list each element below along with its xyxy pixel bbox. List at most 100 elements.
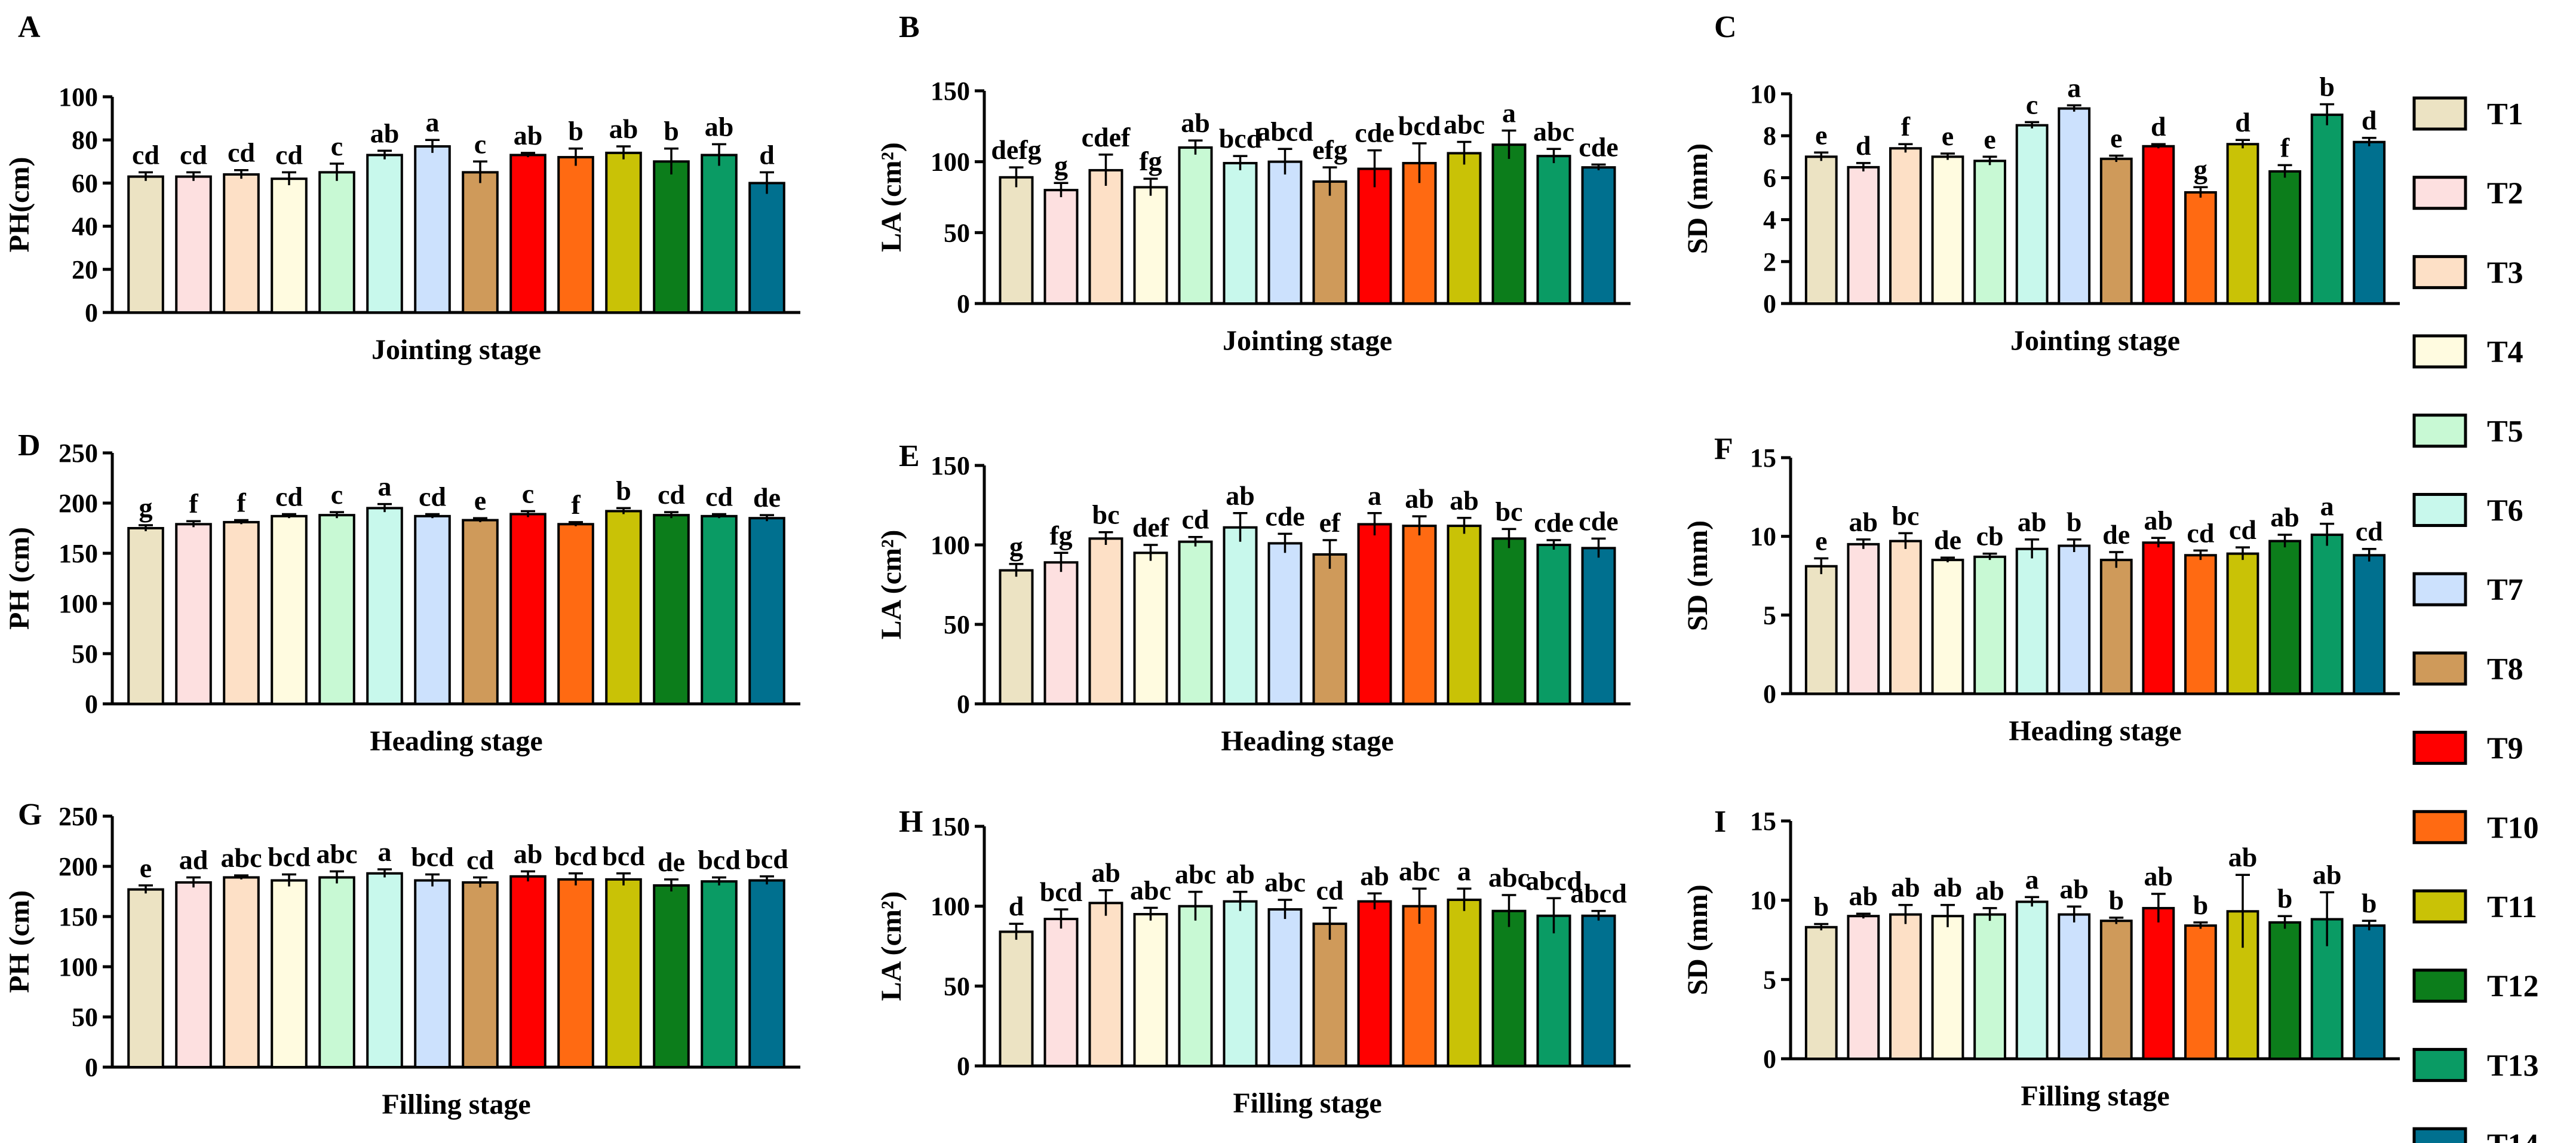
significance-letter: bcd xyxy=(1219,123,1262,154)
legend: T1 T2 T3 T4 T5 T6 T7 T8 T9 T10 T11 T12 T13 T14 xyxy=(2412,96,2539,1143)
significance-letter: ab xyxy=(2228,842,2258,872)
bar-t11 xyxy=(605,151,642,314)
bar-t8 xyxy=(2099,920,2133,1061)
bar-t8 xyxy=(2099,559,2133,695)
legend-item-t10: T10 xyxy=(2412,810,2539,845)
bar-t6 xyxy=(2015,124,2049,305)
significance-letter: e xyxy=(2110,123,2122,154)
significance-letter: abc xyxy=(221,842,262,873)
significance-letter: c xyxy=(474,128,486,159)
significance-letter: cd xyxy=(228,137,255,168)
significance-letter: d xyxy=(1009,891,1024,921)
x-axis-title: Heading stage xyxy=(2009,715,2181,747)
bar-t13 xyxy=(701,880,738,1068)
significance-letter: ab xyxy=(705,111,734,142)
legend-item-t13: T13 xyxy=(2412,1047,2539,1083)
bar-t5 xyxy=(1973,160,2006,305)
bar-t13 xyxy=(701,514,738,706)
y-tick-label: 0 xyxy=(1763,289,1776,318)
significance-letter: b xyxy=(568,116,584,146)
significance-letter: cd xyxy=(466,844,494,875)
y-tick-label: 8 xyxy=(1763,121,1776,151)
bar-t6 xyxy=(366,507,403,706)
legend-item-t4: T4 xyxy=(2412,334,2523,369)
significance-letter: d xyxy=(2235,107,2250,137)
y-axis-title: SD (mm) xyxy=(1682,884,1714,995)
bar-t7 xyxy=(2058,544,2091,695)
bar-t1 xyxy=(1804,926,1838,1060)
significance-letter: cde xyxy=(1579,131,1618,162)
bar-t11 xyxy=(605,510,642,705)
bar-t7 xyxy=(414,879,451,1069)
significance-letter: ab xyxy=(370,118,400,148)
legend-label: T12 xyxy=(2487,970,2539,1004)
legend-swatch xyxy=(2412,334,2467,369)
bar-t2 xyxy=(1043,561,1079,706)
legend-swatch xyxy=(2412,651,2467,686)
bar-t14 xyxy=(2353,554,2386,695)
significance-letter: a xyxy=(2320,491,2334,522)
y-tick-label: 20 xyxy=(72,255,98,284)
legend-label: T9 xyxy=(2487,732,2523,766)
bar-t9 xyxy=(1357,167,1392,305)
bar-t11 xyxy=(605,878,642,1068)
bar-t4 xyxy=(1133,913,1168,1067)
legend-item-t8: T8 xyxy=(2412,651,2523,687)
significance-letter: ad xyxy=(179,844,208,875)
bar-t7 xyxy=(1267,160,1303,305)
significance-letter: fg xyxy=(1049,520,1072,550)
significance-letter: defg xyxy=(991,134,1041,165)
significance-letter: bcd xyxy=(698,844,741,875)
bar-t9 xyxy=(509,154,546,314)
significance-letter: bc xyxy=(1892,500,1919,531)
significance-letter: b xyxy=(664,116,679,146)
bar-t7 xyxy=(1267,908,1303,1067)
significance-letter: a xyxy=(378,836,392,867)
significance-letter: c xyxy=(331,479,343,510)
legend-item-t1: T1 xyxy=(2412,96,2523,131)
bar-t1 xyxy=(127,888,164,1068)
significance-letter: ef xyxy=(1319,507,1341,538)
bar-t10 xyxy=(557,156,594,314)
significance-letter: bc xyxy=(1496,496,1523,526)
bar-t9 xyxy=(1357,523,1392,705)
bar-t4 xyxy=(271,514,308,706)
bar-t3 xyxy=(223,876,260,1068)
significance-letter: efg xyxy=(1312,134,1347,165)
significance-letter: abcd xyxy=(1257,116,1313,146)
significance-letter: ab xyxy=(1091,857,1120,888)
bar-t1 xyxy=(999,930,1034,1067)
y-tick-label: 0 xyxy=(957,690,970,719)
significance-letter: cd xyxy=(1316,875,1344,905)
significance-letter: e xyxy=(1984,124,1995,154)
significance-letter: a xyxy=(1457,856,1471,886)
bar-t6 xyxy=(1223,526,1258,705)
bar-t11 xyxy=(1447,898,1482,1068)
bar-t13 xyxy=(1536,544,1571,705)
bar-t11 xyxy=(2226,143,2259,305)
y-tick-label: 15 xyxy=(1750,807,1776,836)
y-tick-label: 2 xyxy=(1763,247,1776,277)
significance-letter: abc xyxy=(317,838,358,869)
y-tick-label: 150 xyxy=(59,539,98,568)
y-tick-label: 4 xyxy=(1763,206,1776,235)
bar-t2 xyxy=(1847,915,1880,1060)
bar-t12 xyxy=(2268,921,2301,1061)
y-tick-label: 5 xyxy=(1763,600,1776,630)
x-axis-title: Heading stage xyxy=(370,725,542,757)
significance-letter: g xyxy=(2194,154,2207,185)
bar-t12 xyxy=(2268,170,2301,305)
x-axis-title: Heading stage xyxy=(1221,725,1393,757)
significance-letter: bcd xyxy=(411,841,454,872)
bar-t13 xyxy=(2310,534,2344,695)
y-axis-title: SD (mm) xyxy=(1682,520,1714,631)
significance-letter: f xyxy=(2280,132,2290,163)
significance-letter: b xyxy=(2108,885,2124,915)
bar-t6 xyxy=(1223,162,1258,305)
significance-letter: g xyxy=(1009,531,1023,562)
